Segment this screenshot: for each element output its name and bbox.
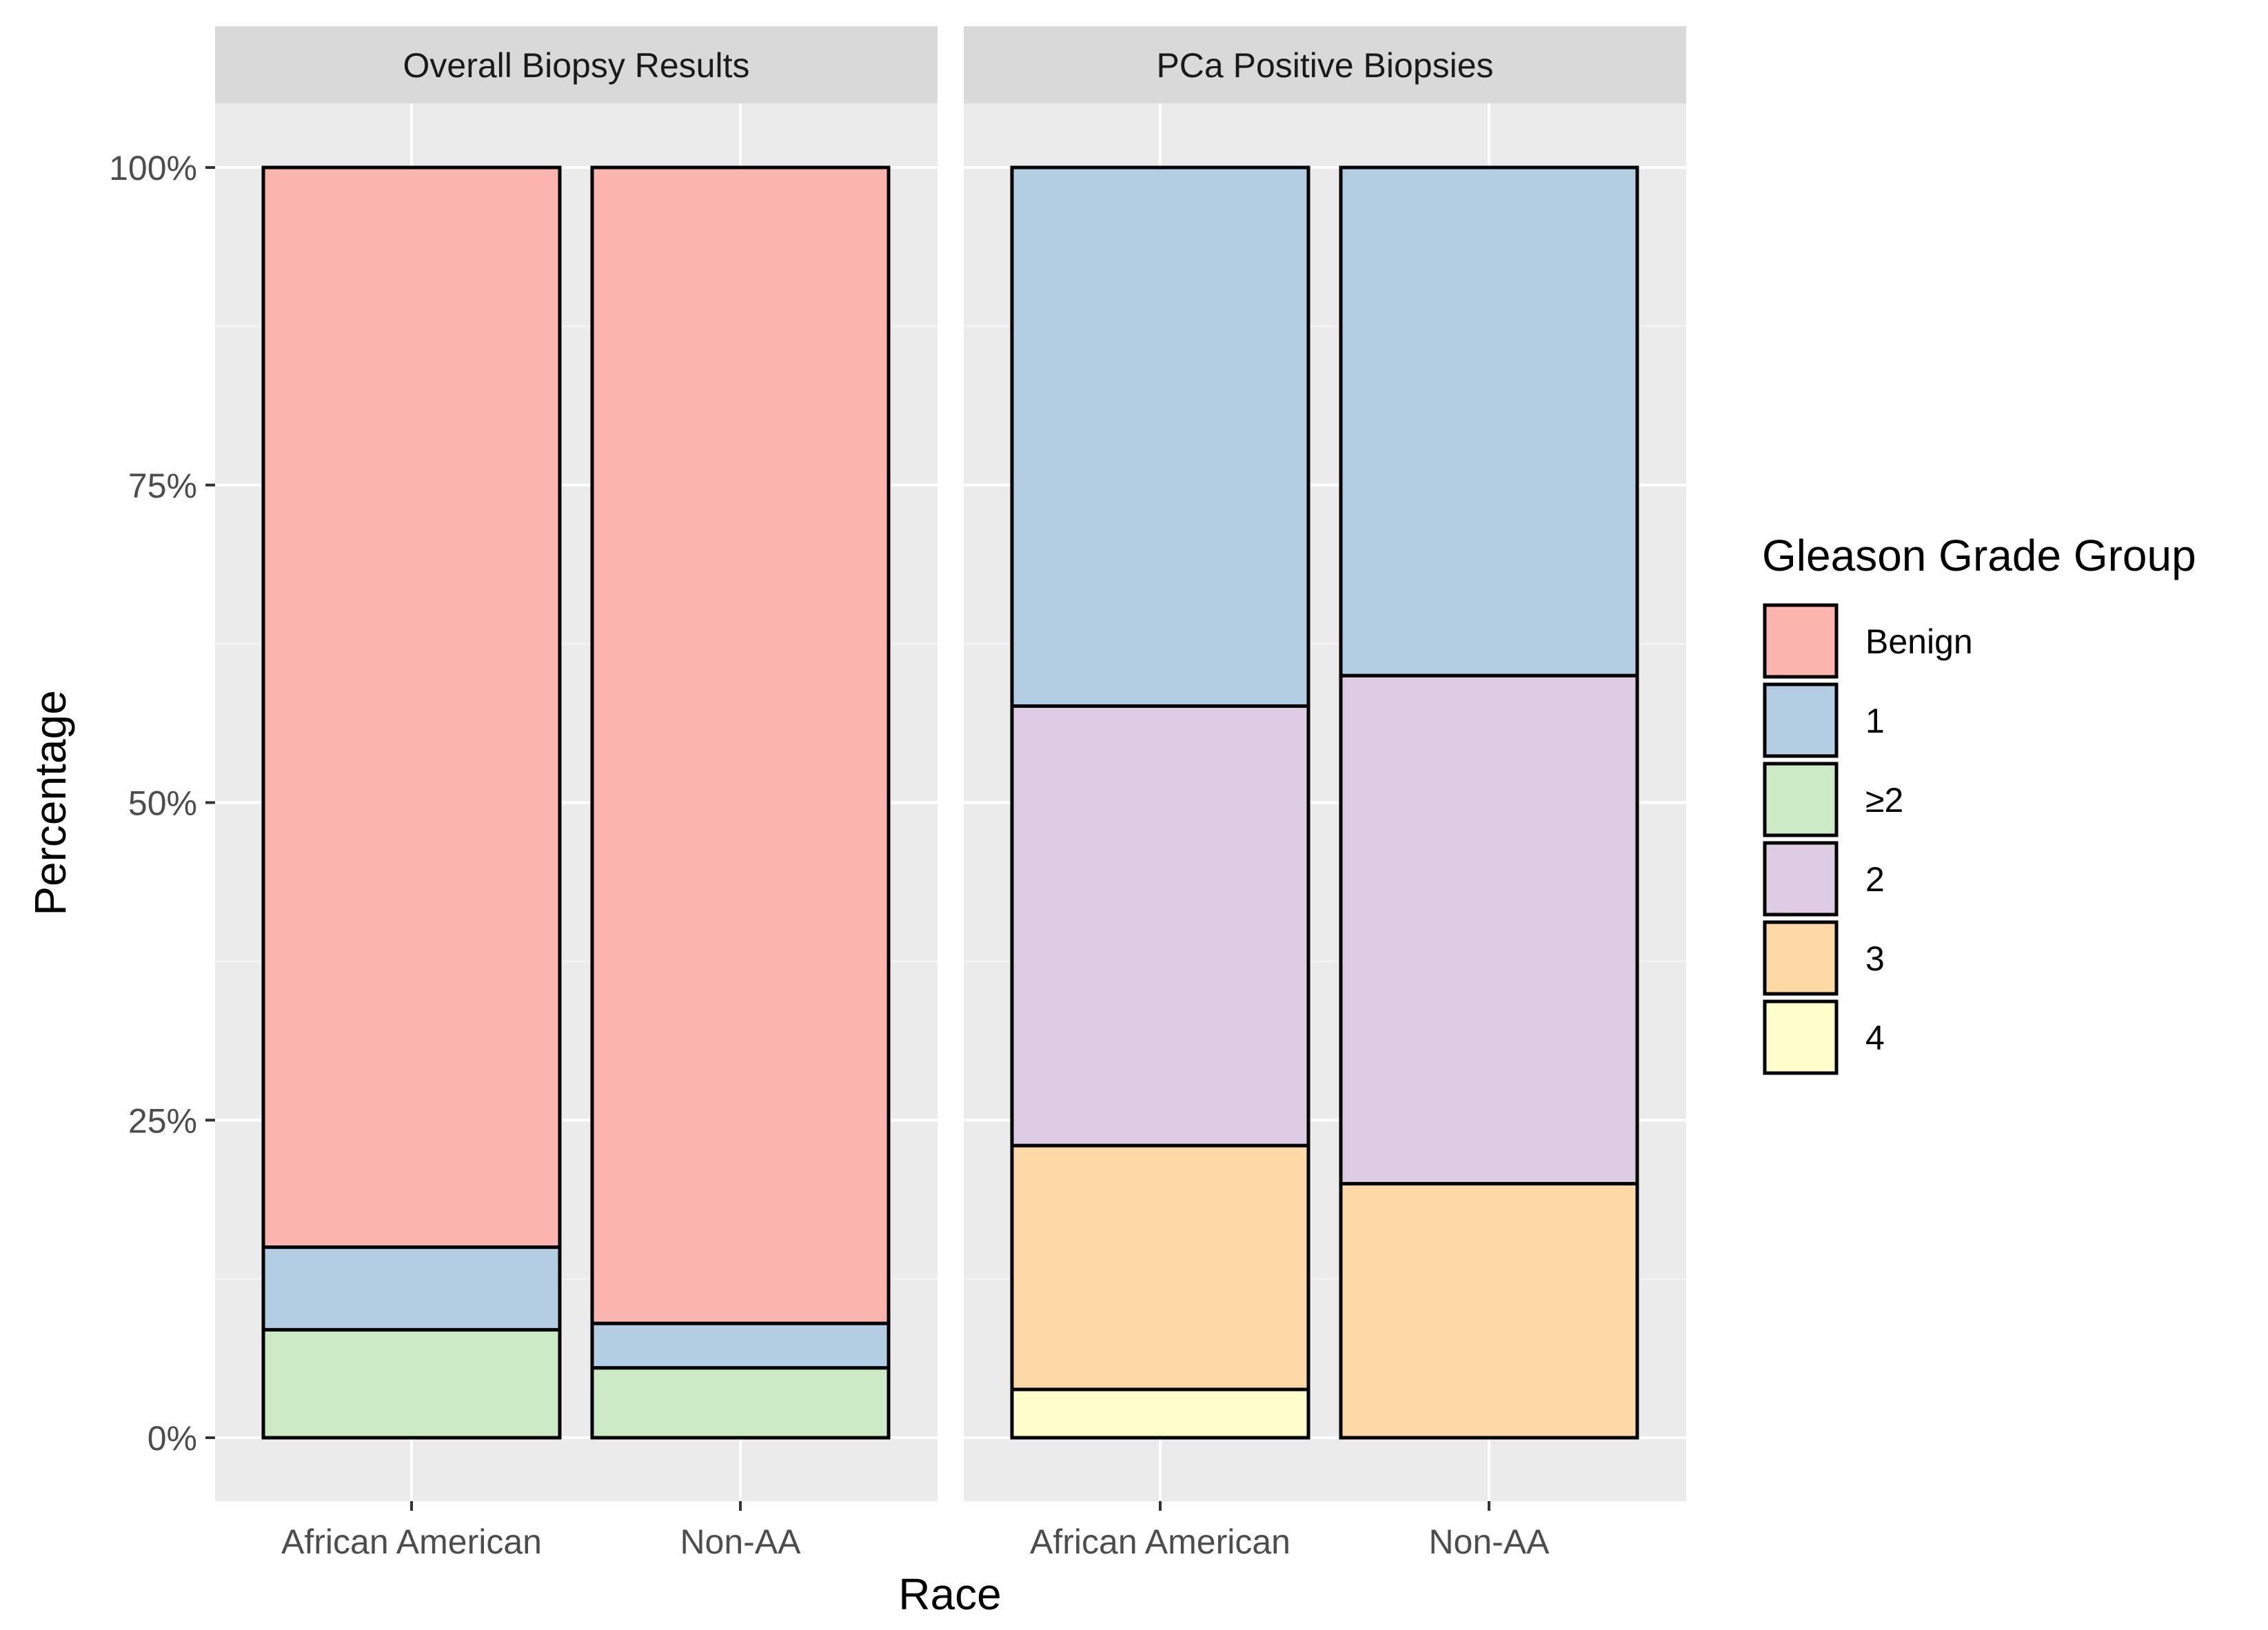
x-tick-label: Non-AA: [680, 1522, 801, 1561]
legend-label: ≥2: [1865, 781, 1903, 819]
legend-item-gte-2: ≥2: [1763, 762, 1903, 837]
legend: Gleason Grade Group Benign 1 ≥2 2 3 4: [1762, 531, 2196, 1075]
bar-segment-benign: [261, 165, 562, 1250]
y-tick-label: 100%: [109, 149, 197, 187]
legend-key: [1763, 999, 1839, 1075]
panel-title: PCa Positive Biopsies: [1156, 46, 1493, 85]
bar-segment-3: [1010, 1143, 1310, 1392]
legend-title: Gleason Grade Group: [1762, 531, 2196, 580]
legend-label: Benign: [1865, 622, 1973, 661]
y-tick-label: 0%: [148, 1419, 197, 1458]
legend-label: 4: [1865, 1019, 1885, 1057]
bar-segment-1: [590, 1321, 891, 1370]
bar-segment-gte-2: [261, 1327, 562, 1440]
x-tick-label: Non-AA: [1428, 1522, 1550, 1561]
x-tick-label: African American: [281, 1522, 542, 1561]
y-axis: 0% 25% 50% 75% 100%: [109, 149, 215, 1458]
legend-key: [1763, 603, 1839, 679]
panels-layer: Overall Biopsy Results African American No…: [109, 26, 1686, 1561]
panel-strip: [964, 26, 1686, 103]
bar-segment-gte-2: [590, 1366, 891, 1440]
bar-segment-1: [1010, 165, 1310, 708]
legend-item-2: 2: [1763, 841, 1885, 917]
bar-segment-2: [1339, 673, 1639, 1185]
legend-item-benign: Benign: [1763, 603, 1973, 679]
y-axis-title: Percentage: [26, 690, 75, 915]
legend-label: 2: [1865, 860, 1885, 899]
legend-key: [1763, 920, 1839, 996]
legend-label: 3: [1865, 939, 1885, 978]
bar-segment-4: [1010, 1387, 1310, 1440]
panel-overall-biopsy-results: Overall Biopsy Results African American No…: [215, 26, 938, 1561]
bar-stack-non-aa: [1339, 165, 1639, 1440]
bar-segment-benign: [590, 165, 891, 1325]
legend-item-4: 4: [1763, 999, 1885, 1075]
legend-label: 1: [1865, 702, 1885, 740]
x-axis-title: Race: [898, 1569, 1001, 1619]
bar-stack-african-american: [261, 165, 562, 1440]
bar-segment-3: [1339, 1181, 1639, 1440]
panel-strip: [215, 26, 938, 103]
legend-key: [1763, 841, 1839, 917]
bar-segment-1: [1339, 165, 1639, 678]
bar-segment-2: [1010, 704, 1310, 1148]
panel-title: Overall Biopsy Results: [403, 46, 750, 85]
panel-pca-positive-biopsies: PCa Positive Biopsies African American Non…: [964, 26, 1686, 1561]
y-tick-label: 50%: [128, 784, 197, 823]
legend-item-3: 3: [1763, 920, 1885, 996]
legend-item-1: 1: [1763, 682, 1885, 758]
y-tick-label: 25%: [128, 1101, 197, 1140]
x-tick-label: African American: [1030, 1522, 1290, 1561]
bar-stack-african-american: [1010, 165, 1310, 1440]
bar-stack-non-aa: [590, 165, 891, 1440]
y-tick-label: 75%: [128, 467, 197, 505]
legend-key: [1763, 682, 1839, 758]
bar-segment-1: [261, 1245, 562, 1332]
legend-key: [1763, 762, 1839, 837]
